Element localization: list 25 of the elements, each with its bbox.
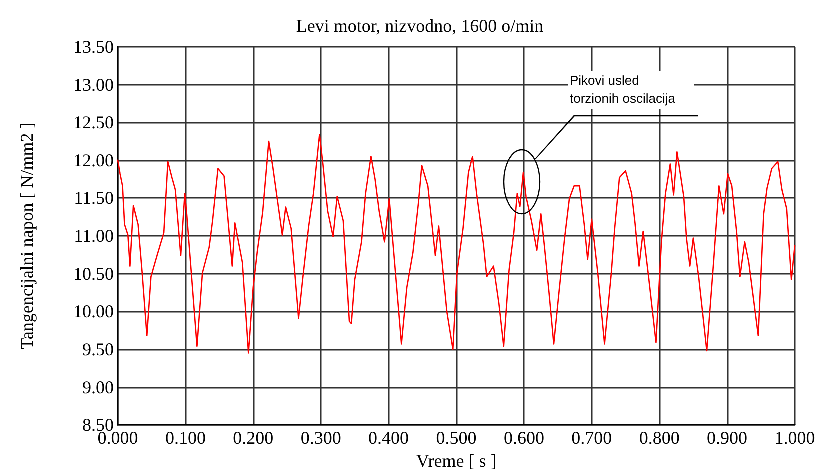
x-tick-label: 0.700 [572,428,612,448]
x-tick-label: 0.500 [436,428,477,448]
x-tick-label: 0.100 [165,428,206,448]
x-tick-label: 0.800 [639,428,680,448]
x-tick-label: 0.300 [300,428,342,448]
x-tick-label: 1.000 [774,428,816,448]
y-tick-label: 13.50 [74,37,114,57]
y-tick-label: 13.00 [74,74,114,95]
x-axis-title: Vreme [ s ] [416,451,497,471]
y-tick-label: 9.00 [82,377,114,398]
y-axis-title: Tangencijalni napon [ N/mm2 ] [17,122,37,350]
y-tick-label: 10.00 [74,302,114,322]
y-tick-label: 11.50 [74,188,114,208]
annotation: Pikovi usled torzionih oscilacija [570,73,676,106]
chart-title: Levi motor, nizvodno, 1600 o/min [296,16,544,36]
y-tick-label: 11.00 [74,226,114,246]
y-tick-label: 12.50 [74,112,114,133]
x-tick-label: 0.600 [504,428,544,448]
x-tick-label: 0.400 [368,428,410,448]
y-tick-label: 10.50 [74,264,114,284]
x-tick-label: 0.200 [233,428,274,448]
y-tick-label: 9.50 [82,339,114,360]
line-series [117,134,796,354]
y-tick-label: 12.00 [74,150,114,170]
x-tick-label: 0.900 [707,428,748,448]
